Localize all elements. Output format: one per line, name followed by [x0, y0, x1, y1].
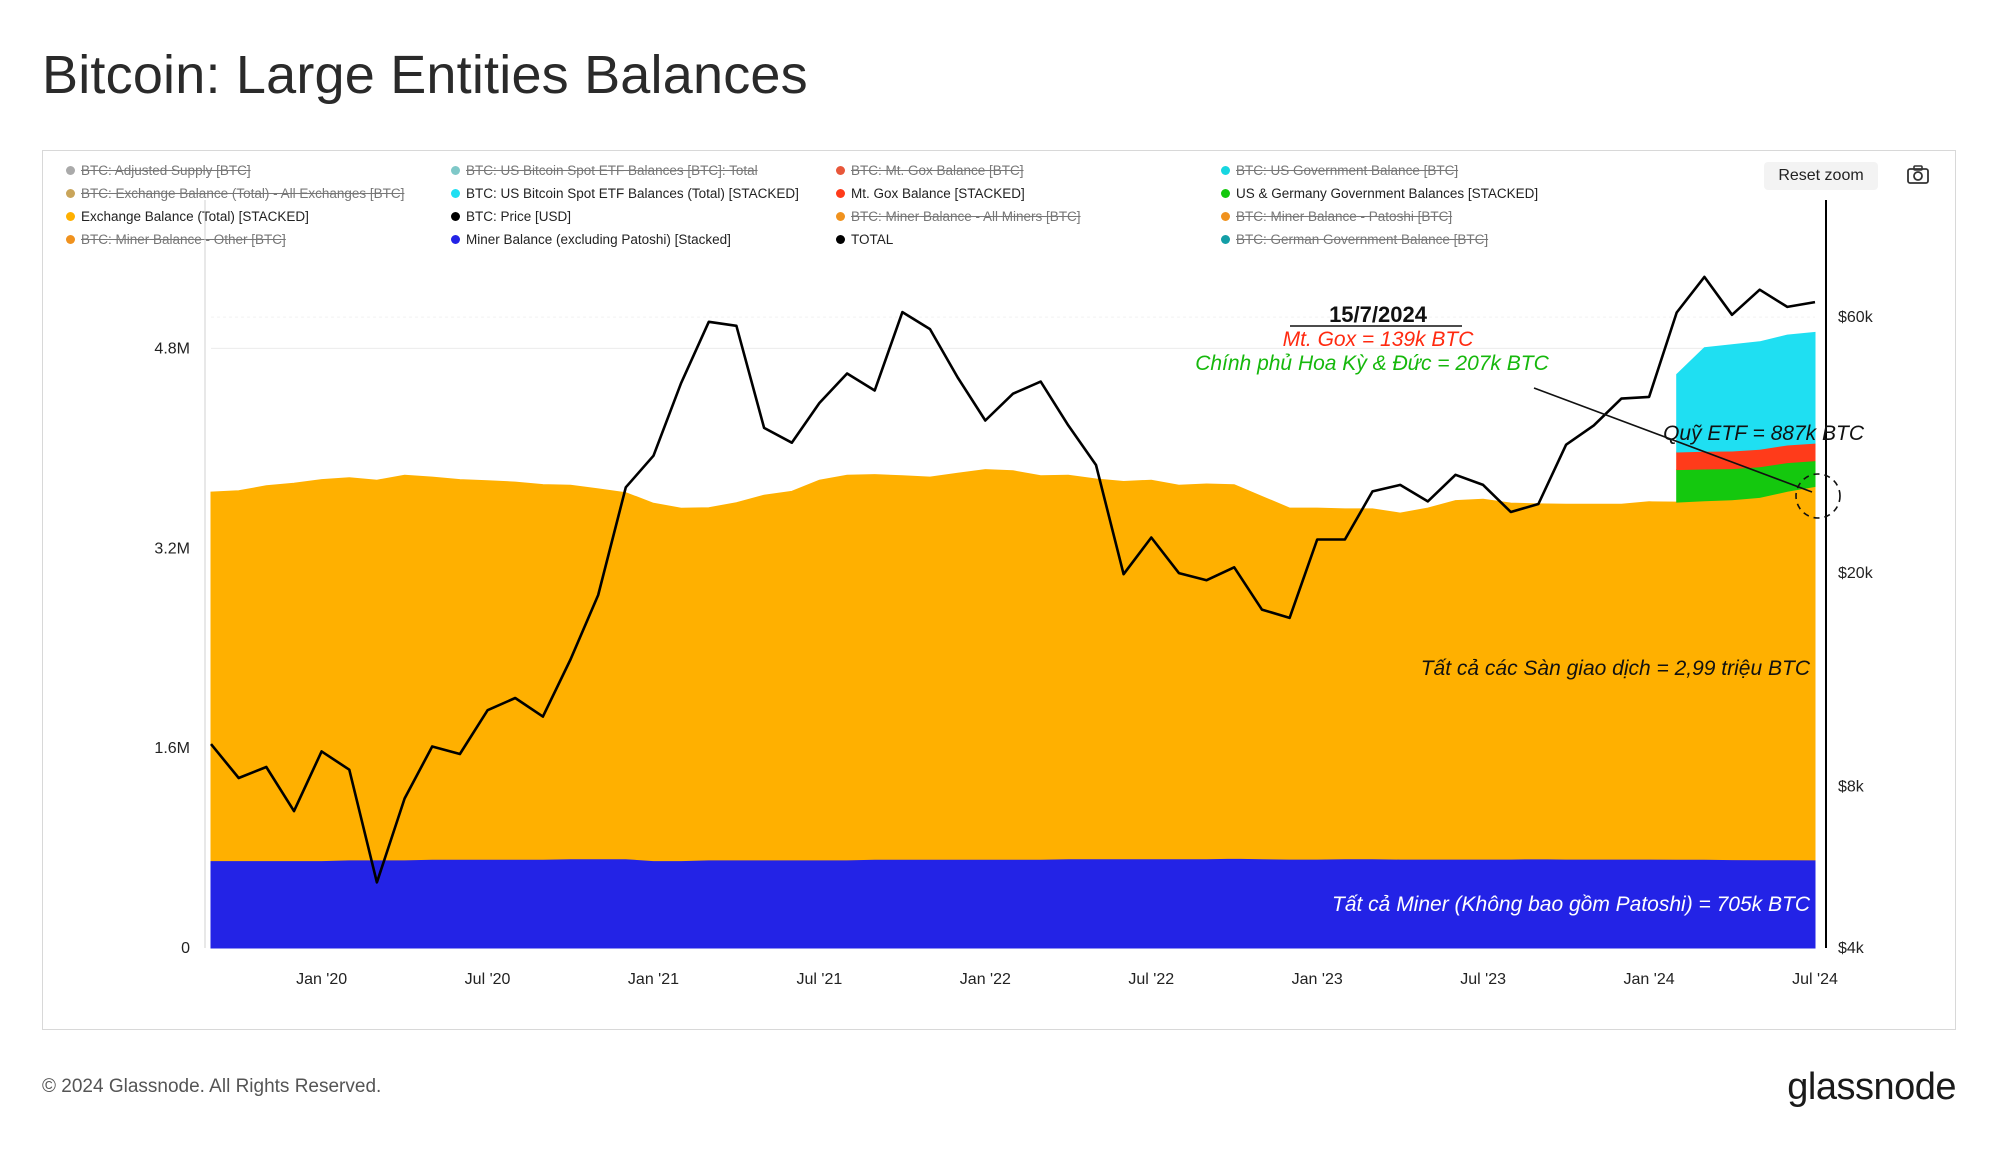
legend-label: BTC: Miner Balance - Patoshi [BTC] — [1236, 208, 1453, 224]
price-line — [209, 275, 1816, 884]
legend-swatch — [836, 211, 845, 221]
annotation-mtgox: Mt. Gox = 139k BTC — [1283, 328, 1475, 351]
legend-label: BTC: Mt. Gox Balance [BTC] — [851, 162, 1024, 178]
page-title: Bitcoin: Large Entities Balances — [42, 45, 808, 105]
legend-label: BTC: Adjusted Supply [BTC] — [81, 162, 251, 178]
legend-swatch — [836, 188, 845, 198]
legend-swatch — [66, 165, 75, 175]
legend-label: Mt. Gox Balance [STACKED] — [851, 185, 1025, 201]
x-tick-label: Jan '22 — [960, 971, 1011, 988]
legend-item[interactable]: BTC: Miner Balance - Patoshi [BTC] — [1221, 206, 1452, 226]
legend-label: BTC: German Government Balance [BTC] — [1236, 231, 1489, 247]
x-tick-label: Jan '24 — [1624, 971, 1675, 988]
legend-item[interactable]: BTC: Adjusted Supply [BTC] — [66, 160, 251, 180]
legend-label: BTC: Price [USD] — [466, 208, 572, 224]
glassnode-logo: glassnode — [1787, 1066, 1956, 1108]
legend-swatch — [836, 165, 845, 175]
legend-item[interactable]: TOTAL — [836, 229, 893, 249]
axes: 0 1.6M 3.2M 4.8M $4k $8k $20k $60k Jan '20 Jul '2… — [154, 200, 1874, 988]
legend-swatch — [451, 165, 460, 175]
legend-label: BTC: US Bitcoin Spot ETF Balances (Total… — [466, 185, 799, 201]
legend-swatch — [1221, 234, 1230, 244]
y2-tick-label: $4k — [1838, 940, 1865, 957]
stacked-areas — [210, 331, 1816, 949]
legend-label: TOTAL — [851, 231, 894, 247]
x-tick-label: Jan '21 — [628, 971, 679, 988]
legend-label: BTC: Exchange Balance (Total) - All Exch… — [81, 185, 405, 201]
annotation-etf: Quỹ ETF = 887k BTC — [1663, 422, 1865, 445]
legend-label: Exchange Balance (Total) [STACKED] — [81, 208, 309, 224]
legend-item[interactable]: Miner Balance (excluding Patoshi) [Stack… — [451, 229, 731, 249]
annotation-exchanges: Tất cả các Sàn giao dịch = 2,99 triệu BT… — [1421, 657, 1811, 680]
reset-zoom-button[interactable]: Reset zoom — [1764, 162, 1878, 190]
price-series — [209, 275, 1816, 884]
annotation-gov: Chính phủ Hoa Kỳ & Đức = 207k BTC — [1195, 352, 1549, 375]
x-tick-label: Jul '20 — [465, 971, 511, 988]
legend-label: US & Germany Government Balances [STACKE… — [1236, 185, 1539, 201]
x-tick-label: Jan '23 — [1292, 971, 1343, 988]
annotation-miners: Tất cả Miner (Không bao gồm Patoshi) = 7… — [1332, 893, 1811, 916]
copyright-notice: © 2024 Glassnode. All Rights Reserved. — [42, 1076, 382, 1097]
legend-label: BTC: US Bitcoin Spot ETF Balances [BTC]:… — [466, 162, 758, 178]
x-tick-label: Jul '21 — [797, 971, 843, 988]
y-tick-label: 1.6M — [154, 740, 190, 757]
legend-item[interactable]: BTC: US Bitcoin Spot ETF Balances [BTC]:… — [451, 160, 758, 180]
annotation-date: 15/7/2024 — [1329, 302, 1428, 327]
legend-item[interactable]: BTC: Miner Balance - All Miners [BTC] — [836, 206, 1081, 226]
y-tick-label: 3.2M — [154, 540, 190, 557]
x-tick-label: Jul '24 — [1792, 971, 1838, 988]
camera-icon[interactable] — [1906, 164, 1930, 186]
legend-label: Miner Balance (excluding Patoshi) [Stack… — [466, 231, 731, 247]
legend-item[interactable]: Mt. Gox Balance [STACKED] — [836, 183, 1025, 203]
legend-swatch — [66, 234, 75, 244]
legend-swatch — [451, 188, 460, 198]
legend-swatch — [451, 211, 460, 221]
area-series — [210, 469, 1816, 862]
legend-label: BTC: Miner Balance - All Miners [BTC] — [851, 208, 1081, 224]
legend-item[interactable]: US & Germany Government Balances [STACKE… — [1221, 183, 1538, 203]
chart-container — [42, 150, 1956, 1030]
y-tick-label: 0 — [181, 940, 190, 957]
legend-item[interactable]: BTC: Price [USD] — [451, 206, 571, 226]
legend-item[interactable]: BTC: Miner Balance - Other [BTC] — [66, 229, 286, 249]
legend-item[interactable]: BTC: German Government Balance [BTC] — [1221, 229, 1488, 249]
x-tick-label: Jul '22 — [1128, 971, 1174, 988]
legend-item[interactable]: BTC: Exchange Balance (Total) - All Exch… — [66, 183, 404, 203]
y2-tick-label: $60k — [1838, 309, 1874, 326]
annotation-circle — [1795, 473, 1841, 519]
legend-swatch — [451, 234, 460, 244]
legend-swatch — [1221, 165, 1230, 175]
legend-item[interactable]: Exchange Balance (Total) [STACKED] — [66, 206, 309, 226]
legend-swatch — [1221, 211, 1230, 221]
legend-swatch — [66, 211, 75, 221]
chart-legend: BTC: Adjusted Supply [BTC] BTC: US Bitcoi… — [66, 160, 1766, 256]
y2-tick-label: $8k — [1838, 779, 1865, 796]
legend-swatch — [66, 188, 75, 198]
legend-label: BTC: US Government Balance [BTC] — [1236, 162, 1459, 178]
x-tick-label: Jul '23 — [1460, 971, 1506, 988]
y-tick-label: 4.8M — [154, 340, 190, 357]
y2-tick-label: $20k — [1838, 565, 1874, 582]
legend-item[interactable]: BTC: US Bitcoin Spot ETF Balances (Total… — [451, 183, 799, 203]
legend-item[interactable]: BTC: Mt. Gox Balance [BTC] — [836, 160, 1024, 180]
legend-label: BTC: Miner Balance - Other [BTC] — [81, 231, 286, 247]
x-tick-label: Jan '20 — [296, 971, 347, 988]
legend-swatch — [836, 234, 845, 244]
legend-item[interactable]: BTC: US Government Balance [BTC] — [1221, 160, 1458, 180]
annotation-arrow — [1533, 387, 1813, 493]
legend-swatch — [1221, 188, 1230, 198]
